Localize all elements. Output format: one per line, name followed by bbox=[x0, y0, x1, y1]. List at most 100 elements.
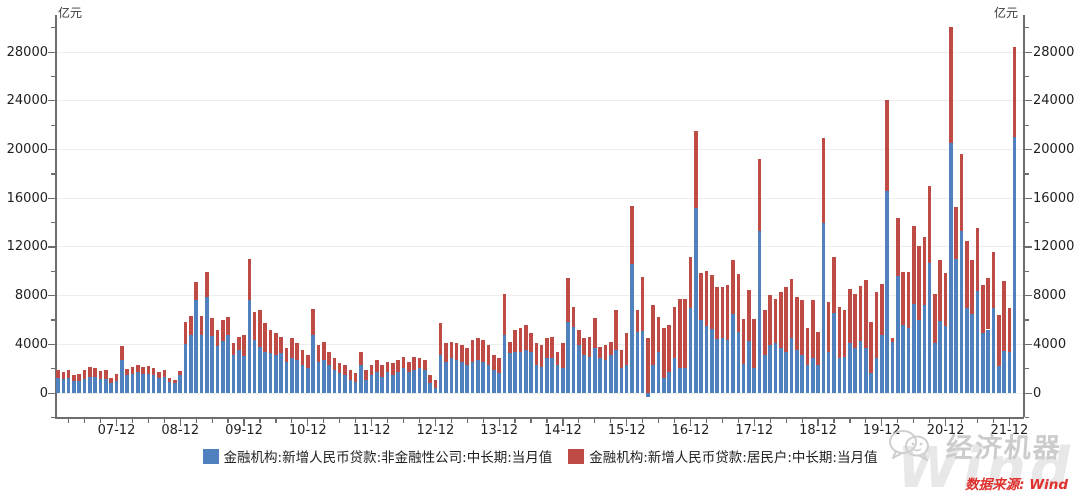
y-axis-unit-right: 亿元 bbox=[993, 6, 1018, 20]
bar-household bbox=[476, 338, 480, 361]
y-tick-label: 0 bbox=[1033, 385, 1042, 401]
bar-household bbox=[369, 364, 374, 375]
bar-household bbox=[422, 360, 427, 370]
x-tick bbox=[418, 418, 420, 423]
bar-household bbox=[752, 318, 757, 368]
x-tick-label: 11-12 bbox=[352, 423, 391, 438]
x-tick bbox=[881, 418, 883, 426]
bar-corporate bbox=[279, 353, 284, 393]
bar-corporate bbox=[1002, 351, 1006, 393]
bar-household bbox=[555, 351, 560, 365]
gridline bbox=[55, 295, 1023, 297]
bar-corporate bbox=[699, 319, 703, 393]
x-tick bbox=[642, 418, 644, 423]
bar-corporate bbox=[438, 355, 443, 393]
bar-corporate bbox=[821, 222, 826, 393]
bar-corporate bbox=[529, 351, 533, 393]
bar-household bbox=[757, 159, 762, 232]
x-tick bbox=[721, 418, 723, 423]
bar-household bbox=[805, 328, 810, 365]
bar-household bbox=[906, 271, 911, 329]
bar-corporate bbox=[757, 231, 762, 393]
x-tick-label: 12-12 bbox=[416, 423, 455, 438]
y-tick-left bbox=[48, 197, 55, 199]
legend-label-household: 金融机构:新增人民币贷款:居民户:中长期:当月值 bbox=[589, 450, 878, 466]
bar-corporate bbox=[986, 329, 990, 393]
bar-household bbox=[98, 371, 103, 380]
bar-household bbox=[869, 321, 873, 374]
bar-household bbox=[593, 318, 597, 349]
x-tick bbox=[68, 418, 70, 423]
y-tick-right bbox=[1024, 295, 1032, 297]
bar-corporate bbox=[290, 358, 294, 393]
x-tick bbox=[227, 418, 229, 423]
bar-corporate bbox=[752, 367, 757, 393]
y-tick-right bbox=[1024, 124, 1029, 126]
y-tick-label: 12000 bbox=[1033, 239, 1075, 255]
bar-household bbox=[353, 373, 358, 382]
y-tick-right bbox=[1024, 319, 1029, 321]
bar-household bbox=[725, 284, 730, 341]
bar-household bbox=[401, 356, 406, 369]
x-tick bbox=[115, 418, 118, 426]
y-tick-right bbox=[1024, 27, 1029, 29]
bar-household bbox=[284, 348, 289, 362]
x-tick-label: 18-12 bbox=[799, 423, 837, 438]
x-tick bbox=[833, 418, 835, 423]
bar-corporate bbox=[858, 340, 863, 393]
bar-corporate bbox=[401, 368, 406, 393]
bar-corporate bbox=[460, 361, 464, 393]
bar-household bbox=[518, 328, 523, 352]
y-tick-left bbox=[51, 319, 55, 321]
bar-corporate bbox=[523, 350, 528, 393]
bar-household bbox=[295, 343, 299, 361]
bar-household bbox=[704, 271, 709, 327]
x-tick bbox=[147, 418, 149, 423]
x-tick bbox=[929, 418, 931, 423]
bar-corporate bbox=[130, 373, 135, 393]
x-tick bbox=[530, 418, 532, 423]
y-axis-unit-left: 亿元 bbox=[58, 6, 83, 20]
bar-household bbox=[61, 371, 66, 379]
bar-household bbox=[943, 272, 948, 327]
bar-household bbox=[274, 333, 278, 356]
x-tick-label: 14-12 bbox=[544, 423, 582, 438]
y-tick-right bbox=[1024, 75, 1029, 78]
bar-household bbox=[327, 351, 331, 365]
bar-household bbox=[709, 275, 714, 330]
bar-household bbox=[391, 363, 395, 375]
y-tick-right bbox=[1024, 416, 1029, 419]
x-tick-label: 10-12 bbox=[288, 423, 327, 438]
bar-household bbox=[853, 294, 858, 349]
bar-corporate bbox=[199, 334, 204, 393]
bar-household bbox=[688, 256, 693, 309]
y-tick-right bbox=[1024, 392, 1032, 394]
bar-corporate bbox=[343, 374, 347, 393]
x-tick bbox=[339, 418, 341, 423]
bar-household bbox=[507, 341, 512, 354]
bar-household bbox=[72, 374, 76, 382]
bar-household bbox=[1007, 308, 1012, 352]
bar-household bbox=[316, 345, 321, 362]
x-tick bbox=[626, 418, 628, 426]
bar-corporate bbox=[922, 304, 927, 393]
bar-household bbox=[497, 358, 501, 374]
bar-corporate bbox=[433, 388, 438, 393]
bar-corporate bbox=[678, 368, 682, 393]
bar-corporate bbox=[268, 353, 273, 393]
x-tick bbox=[83, 418, 86, 423]
bar-corporate bbox=[210, 335, 214, 393]
bar-corporate bbox=[885, 190, 889, 393]
bar-household bbox=[949, 26, 953, 144]
y-tick-right bbox=[1024, 222, 1029, 224]
bar-household bbox=[699, 273, 703, 320]
x-tick bbox=[259, 418, 261, 423]
y-tick-left bbox=[48, 100, 55, 102]
legend: 金融机构:新增人民币贷款:非金融性公司:中长期:当月值 金融机构:新增人民币贷款… bbox=[150, 446, 930, 466]
bar-corporate bbox=[258, 346, 262, 393]
bar-household bbox=[56, 369, 60, 379]
gridline bbox=[55, 51, 1023, 53]
bar-household bbox=[226, 316, 230, 336]
bar-household bbox=[837, 306, 842, 359]
bar-corporate bbox=[571, 326, 576, 393]
